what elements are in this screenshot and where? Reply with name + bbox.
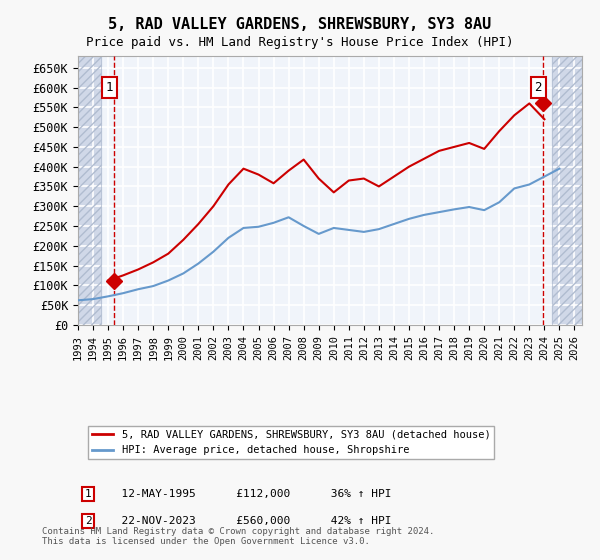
Text: Price paid vs. HM Land Registry's House Price Index (HPI): Price paid vs. HM Land Registry's House … <box>86 36 514 49</box>
Text: 22-NOV-2023      £560,000      42% ↑ HPI: 22-NOV-2023 £560,000 42% ↑ HPI <box>108 516 392 526</box>
Legend: 5, RAD VALLEY GARDENS, SHREWSBURY, SY3 8AU (detached house), HPI: Average price,: 5, RAD VALLEY GARDENS, SHREWSBURY, SY3 8… <box>88 426 494 459</box>
Text: 5, RAD VALLEY GARDENS, SHREWSBURY, SY3 8AU: 5, RAD VALLEY GARDENS, SHREWSBURY, SY3 8… <box>109 17 491 32</box>
Text: 2: 2 <box>85 516 91 526</box>
Text: 1: 1 <box>85 489 91 499</box>
Bar <box>552 56 582 325</box>
Bar <box>78 56 101 325</box>
Text: 2: 2 <box>535 81 542 94</box>
Bar <box>552 56 582 325</box>
Text: Contains HM Land Registry data © Crown copyright and database right 2024.
This d: Contains HM Land Registry data © Crown c… <box>42 526 434 546</box>
Text: 12-MAY-1995      £112,000      36% ↑ HPI: 12-MAY-1995 £112,000 36% ↑ HPI <box>108 489 392 499</box>
Bar <box>78 56 101 325</box>
Text: 1: 1 <box>106 81 113 94</box>
